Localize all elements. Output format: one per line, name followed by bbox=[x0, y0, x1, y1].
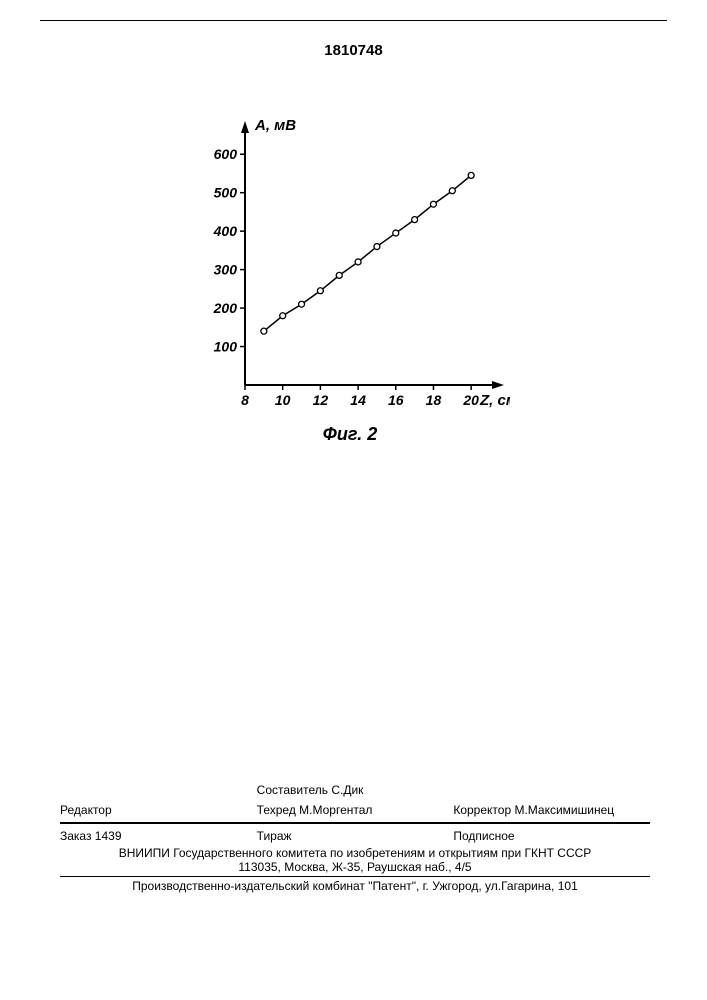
svg-text:Z, см: Z, см bbox=[479, 392, 510, 409]
chart-svg: 100 200 300 400 500 600 8 10 12 14 16 18 20 А, мВ Z, с… bbox=[190, 110, 510, 450]
footer-tehred: Техред М.Моргентал bbox=[257, 803, 454, 817]
footer-tirazh: Тираж bbox=[257, 829, 454, 843]
document-number: 1810748 bbox=[0, 42, 707, 59]
footer-patent: Производственно-издательский комбинат "П… bbox=[60, 879, 650, 893]
footer-r1-right bbox=[453, 783, 650, 797]
footer-address: 113035, Москва, Ж-35, Раушская наб., 4/5 bbox=[60, 860, 650, 874]
svg-text:10: 10 bbox=[275, 392, 291, 408]
svg-text:20: 20 bbox=[462, 392, 479, 408]
svg-text:8: 8 bbox=[241, 392, 249, 408]
footer-editor: Редактор bbox=[60, 803, 257, 817]
chart-figure-2: 100 200 300 400 500 600 8 10 12 14 16 18 20 А, мВ Z, с… bbox=[190, 110, 510, 430]
svg-text:А, мВ: А, мВ bbox=[254, 117, 296, 134]
svg-text:200: 200 bbox=[213, 300, 238, 316]
svg-text:300: 300 bbox=[214, 262, 238, 278]
svg-text:Фиг. 2: Фиг. 2 bbox=[323, 424, 377, 444]
footer-vniipi: ВНИИПИ Государственного комитета по изоб… bbox=[60, 846, 650, 860]
svg-text:14: 14 bbox=[350, 392, 366, 408]
footer-corrector: Корректор М.Максимишинец bbox=[453, 803, 650, 817]
svg-text:16: 16 bbox=[388, 392, 404, 408]
svg-text:18: 18 bbox=[426, 392, 442, 408]
svg-text:400: 400 bbox=[213, 223, 238, 239]
footer-podpisnoe: Подписное bbox=[453, 829, 650, 843]
svg-text:12: 12 bbox=[313, 392, 329, 408]
footer-block: Составитель С.Дик Редактор Техред М.Морг… bbox=[60, 780, 650, 893]
footer-r1-mid: Составитель С.Дик bbox=[257, 783, 454, 797]
svg-text:100: 100 bbox=[214, 339, 238, 355]
footer-order: Заказ 1439 bbox=[60, 829, 257, 843]
svg-text:500: 500 bbox=[214, 185, 238, 201]
svg-text:600: 600 bbox=[214, 146, 238, 162]
footer-r1-left bbox=[60, 783, 257, 797]
